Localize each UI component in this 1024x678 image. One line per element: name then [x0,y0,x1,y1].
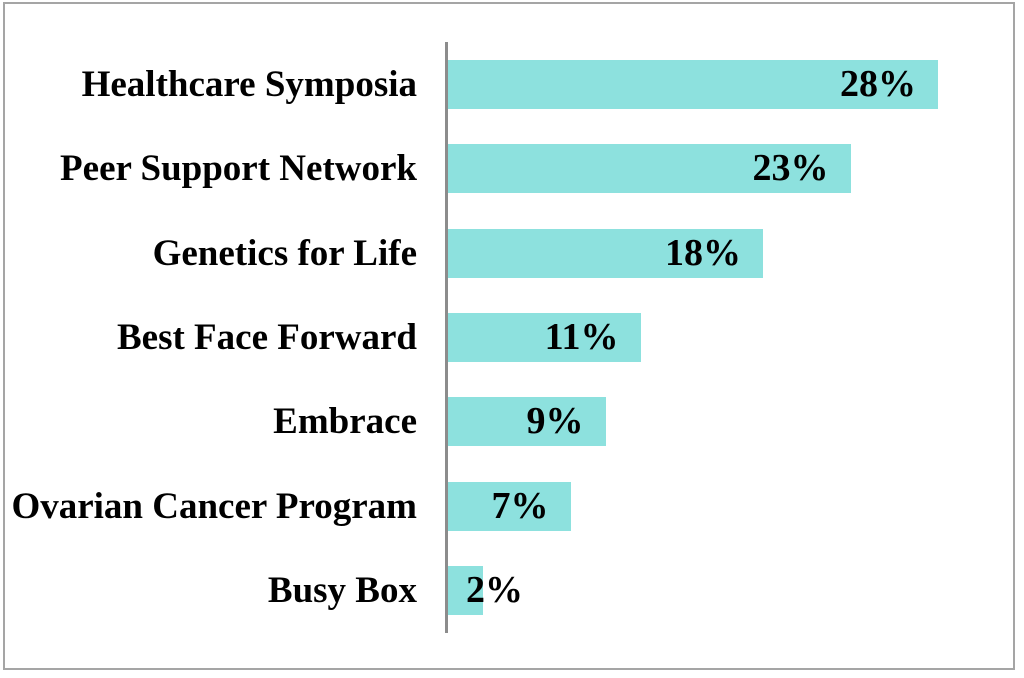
value-label: 7% [491,484,549,527]
chart-row: Genetics for Life 18% [0,211,1024,295]
chart-row: Peer Support Network 23% [0,126,1024,210]
category-label: Peer Support Network [60,148,417,190]
value-label: 2% [466,569,523,612]
bar: 18% [448,228,763,278]
bar: 28% [448,59,938,109]
chart-row: Busy Box 2% [0,549,1024,633]
value-label: 9% [526,400,584,443]
chart-row: Ovarian Cancer Program 7% [0,464,1024,548]
value-label: 28% [840,62,916,105]
bar: 7% [448,481,571,531]
category-label: Busy Box [267,570,417,612]
chart-row: Embrace 9% [0,380,1024,464]
category-label: Best Face Forward [116,316,417,358]
y-axis-line [445,42,448,633]
category-label: Genetics for Life [152,232,417,274]
value-label: 23% [752,147,829,190]
category-label: Embrace [273,401,417,443]
category-label: Healthcare Symposia [81,63,417,105]
bar: 2% [448,566,523,616]
value-label: 11% [544,315,619,358]
bar: 11% [448,312,641,362]
value-label: 18% [665,231,741,274]
chart-row: Healthcare Symposia 28% [0,42,1024,126]
category-label: Ovarian Cancer Program [11,485,417,527]
bar: 9% [448,397,606,447]
bar: 23% [448,144,851,194]
chart-row: Best Face Forward 11% [0,295,1024,379]
